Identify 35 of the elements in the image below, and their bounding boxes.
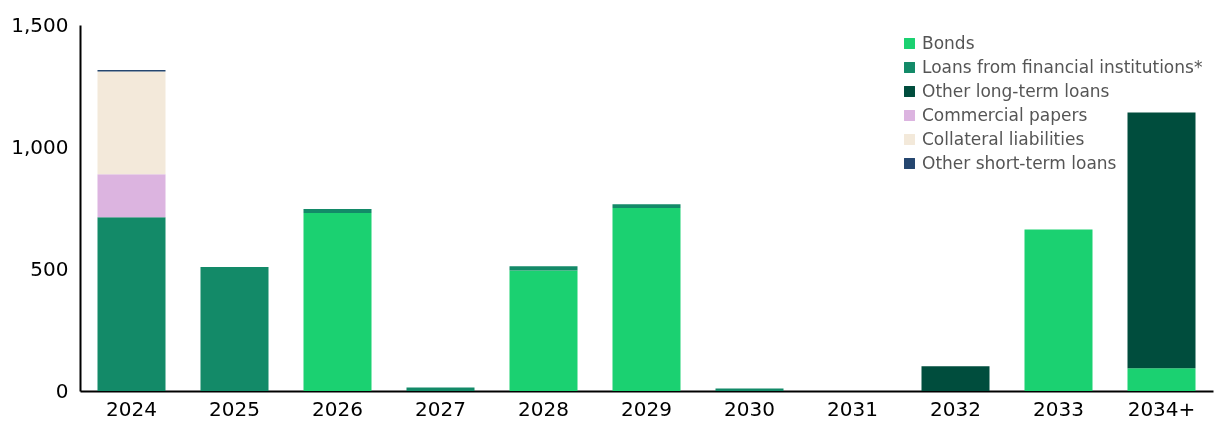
x-tick-label: 2024: [106, 396, 157, 421]
x-tick-label: 2032: [930, 396, 981, 421]
bar: [97, 71, 166, 175]
bar: [97, 174, 166, 218]
bar: [1024, 229, 1093, 391]
legend-label: Other long-term loans: [922, 80, 1110, 101]
legend-label: Loans from financial institutions*: [922, 56, 1203, 77]
y-tick-label: 1,500: [11, 12, 69, 37]
bar: [509, 266, 578, 271]
y-tick-label: 0: [55, 378, 69, 403]
legend-label: Bonds: [922, 32, 975, 53]
x-tick-label: 2030: [724, 396, 775, 421]
y-tick-label: 500: [30, 256, 69, 281]
x-tick-label: 2027: [415, 396, 466, 421]
bar: [303, 213, 372, 391]
bar: [612, 208, 681, 391]
x-tick-label: 2034+: [1127, 396, 1196, 421]
bar: [303, 208, 372, 214]
bar: [97, 217, 166, 391]
legend-label: Other short-term loans: [922, 152, 1117, 173]
bar: [1127, 112, 1196, 369]
bar: [921, 366, 990, 391]
x-tick-label: 2029: [621, 396, 672, 421]
x-tick-label: 2026: [312, 396, 363, 421]
x-tick-label: 2031: [827, 396, 878, 421]
bar: [612, 204, 681, 208]
bar: [200, 267, 269, 391]
x-tick-label: 2033: [1033, 396, 1084, 421]
bar: [1127, 368, 1196, 391]
x-tick-label: 2028: [518, 396, 569, 421]
y-tick-label: 1,000: [11, 134, 69, 159]
bar: [509, 270, 578, 391]
legend-label: Collateral liabilities: [922, 128, 1085, 149]
x-tick-label: 2025: [209, 396, 260, 421]
legend-label: Commercial papers: [922, 104, 1088, 125]
